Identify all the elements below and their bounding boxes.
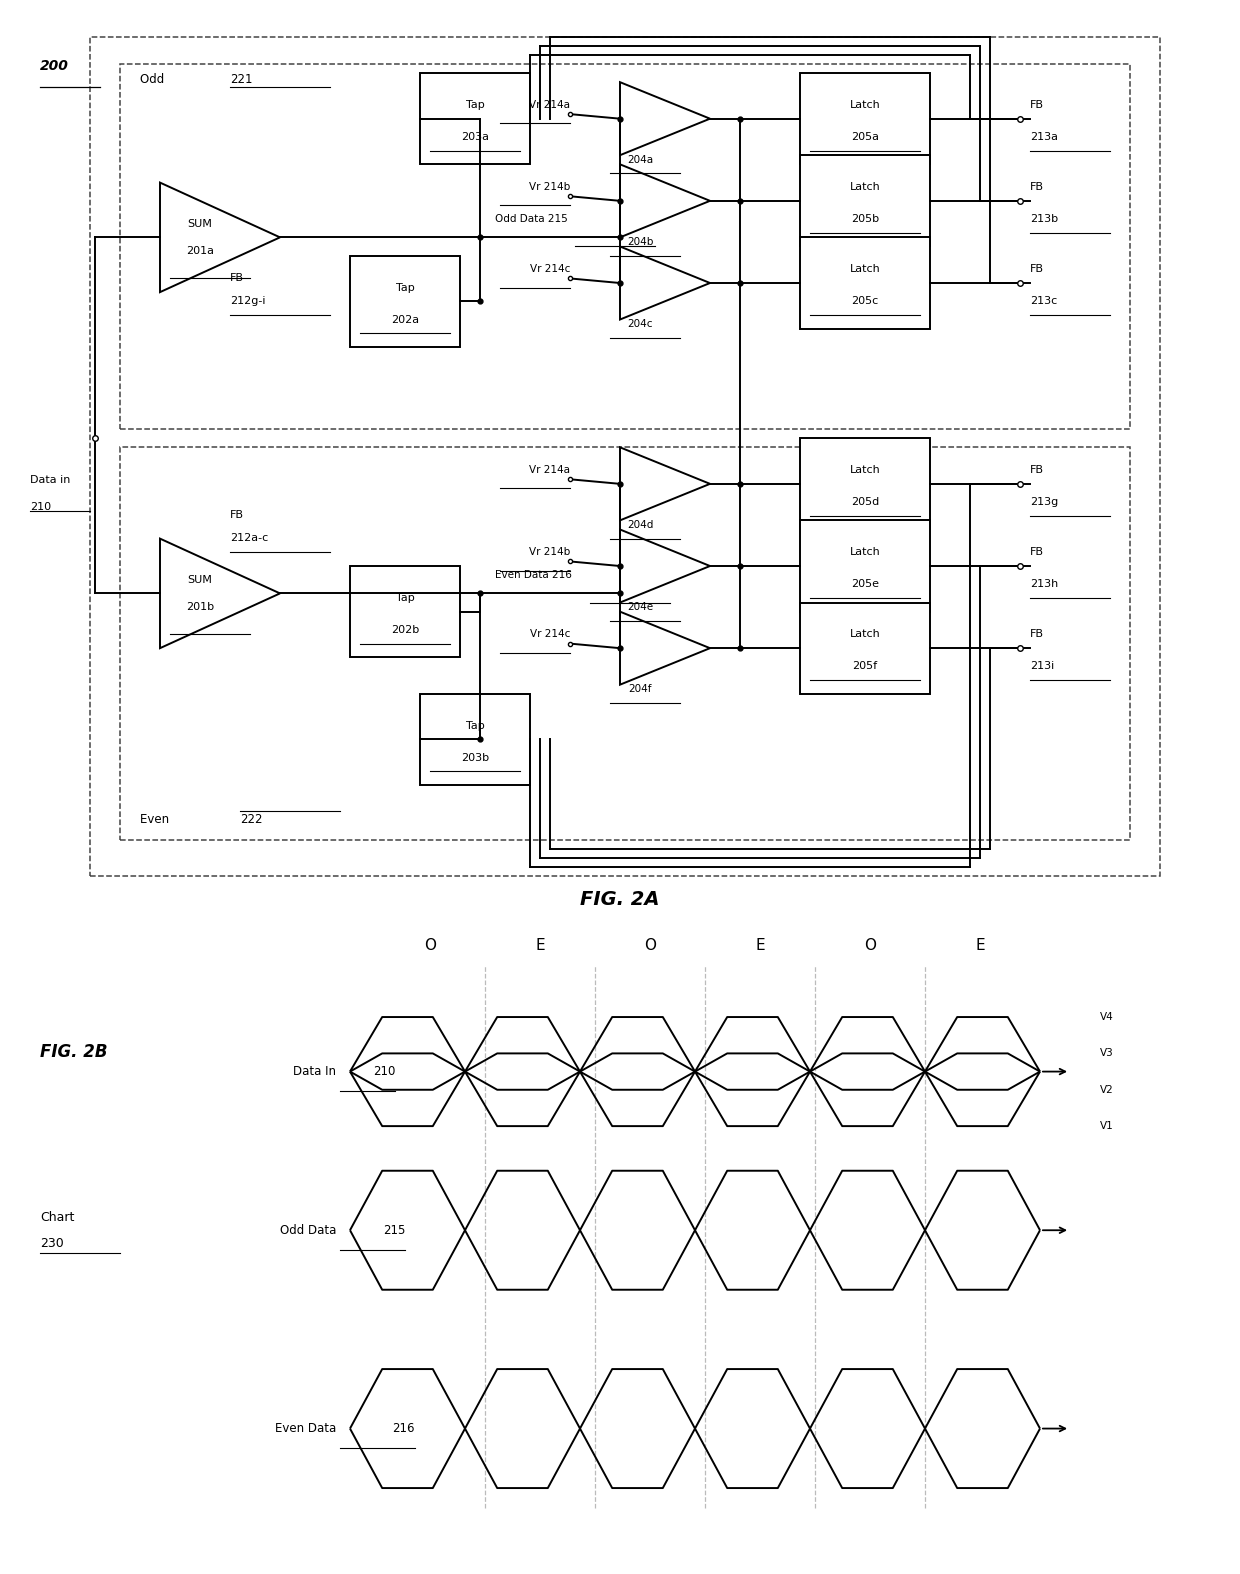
Text: V2: V2: [1100, 1084, 1114, 1096]
Text: 200: 200: [40, 60, 69, 72]
Text: 213b: 213b: [1030, 214, 1058, 224]
Text: 201b: 201b: [186, 603, 215, 612]
Text: 230: 230: [40, 1237, 63, 1250]
Text: Latch: Latch: [849, 264, 880, 274]
Text: 210: 210: [373, 1066, 396, 1078]
Text: E: E: [975, 938, 985, 954]
Text: Latch: Latch: [849, 630, 880, 639]
FancyBboxPatch shape: [800, 156, 930, 247]
Text: FB: FB: [1030, 548, 1044, 557]
Text: Latch: Latch: [849, 466, 880, 475]
Text: 204b: 204b: [626, 238, 653, 247]
Text: 213g: 213g: [1030, 497, 1058, 507]
Text: Odd Data 215: Odd Data 215: [495, 214, 568, 224]
Text: Tap: Tap: [466, 101, 485, 110]
Text: 212g-i: 212g-i: [229, 296, 265, 305]
Text: SUM: SUM: [187, 575, 212, 584]
Text: O: O: [864, 938, 875, 954]
FancyBboxPatch shape: [800, 238, 930, 329]
Text: Odd Data: Odd Data: [280, 1223, 340, 1237]
Text: Latch: Latch: [849, 101, 880, 110]
Text: 205f: 205f: [852, 661, 878, 672]
Text: Vr 214c: Vr 214c: [529, 264, 570, 274]
Text: Vr 214a: Vr 214a: [529, 464, 570, 475]
FancyBboxPatch shape: [120, 65, 1130, 430]
Text: 213a: 213a: [1030, 132, 1058, 142]
Text: Even Data 216: Even Data 216: [495, 570, 572, 579]
Text: 213h: 213h: [1030, 579, 1058, 589]
Text: FB: FB: [1030, 630, 1044, 639]
Text: 216: 216: [393, 1421, 415, 1435]
FancyBboxPatch shape: [350, 567, 460, 658]
Text: FB: FB: [1030, 183, 1044, 192]
Text: 204d: 204d: [626, 519, 653, 530]
Text: V3: V3: [1100, 1048, 1114, 1058]
Text: 213c: 213c: [1030, 296, 1058, 307]
Text: 215: 215: [383, 1223, 405, 1237]
Text: 205c: 205c: [852, 296, 879, 307]
FancyBboxPatch shape: [420, 72, 529, 164]
FancyBboxPatch shape: [350, 255, 460, 346]
Text: 204a: 204a: [627, 154, 653, 165]
Text: Vr 214a: Vr 214a: [529, 99, 570, 110]
Text: 213i: 213i: [1030, 661, 1054, 672]
Text: O: O: [424, 938, 436, 954]
FancyBboxPatch shape: [800, 438, 930, 529]
Text: FB: FB: [1030, 466, 1044, 475]
Text: FB: FB: [229, 510, 244, 521]
FancyBboxPatch shape: [91, 36, 1159, 877]
Text: 205a: 205a: [851, 132, 879, 142]
Text: E: E: [755, 938, 765, 954]
Text: 203b: 203b: [461, 752, 489, 763]
FancyBboxPatch shape: [800, 603, 930, 694]
Text: 212a-c: 212a-c: [229, 534, 268, 543]
Text: FIG. 2A: FIG. 2A: [580, 889, 660, 908]
Text: Vr 214c: Vr 214c: [529, 630, 570, 639]
Text: Chart: Chart: [40, 1210, 74, 1223]
Text: Even Data: Even Data: [275, 1421, 340, 1435]
FancyBboxPatch shape: [420, 694, 529, 785]
Text: Data In: Data In: [293, 1066, 340, 1078]
Text: Tap: Tap: [396, 593, 414, 603]
Text: 221: 221: [229, 72, 253, 87]
Text: 205b: 205b: [851, 214, 879, 224]
Text: 203a: 203a: [461, 132, 489, 142]
Text: E: E: [536, 938, 544, 954]
Text: FB: FB: [229, 272, 244, 283]
Text: 204e: 204e: [627, 603, 653, 612]
FancyBboxPatch shape: [120, 447, 1130, 841]
Text: 204f: 204f: [629, 685, 652, 694]
Text: Vr 214b: Vr 214b: [528, 546, 570, 557]
FancyBboxPatch shape: [800, 521, 930, 612]
Text: 202a: 202a: [391, 315, 419, 324]
Text: V1: V1: [1100, 1121, 1114, 1132]
Text: Tap: Tap: [466, 721, 485, 730]
Text: FB: FB: [1030, 264, 1044, 274]
Text: 205e: 205e: [851, 579, 879, 589]
Text: 210: 210: [30, 502, 51, 512]
Text: 204c: 204c: [627, 320, 652, 329]
Text: Vr 214b: Vr 214b: [528, 181, 570, 192]
FancyBboxPatch shape: [800, 72, 930, 164]
Text: FIG. 2B: FIG. 2B: [40, 1042, 108, 1061]
Text: FB: FB: [1030, 101, 1044, 110]
Text: 222: 222: [241, 814, 263, 826]
Text: Data in: Data in: [30, 475, 71, 485]
Text: Tap: Tap: [396, 283, 414, 293]
Text: Odd: Odd: [140, 72, 167, 87]
Text: O: O: [644, 938, 656, 954]
Text: 201a: 201a: [186, 246, 215, 257]
Text: Latch: Latch: [849, 548, 880, 557]
Text: 205d: 205d: [851, 497, 879, 507]
Text: Even: Even: [140, 814, 172, 826]
Text: V4: V4: [1100, 1012, 1114, 1022]
Text: 202b: 202b: [391, 625, 419, 634]
Text: SUM: SUM: [187, 219, 212, 228]
Text: Latch: Latch: [849, 183, 880, 192]
